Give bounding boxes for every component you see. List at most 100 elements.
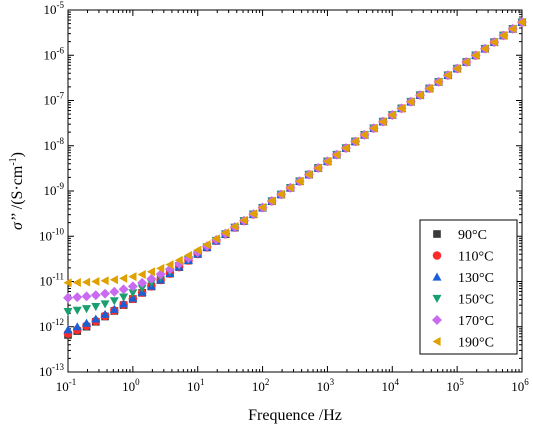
data-point (267, 196, 276, 206)
data-point (508, 24, 517, 34)
data-point (127, 281, 138, 292)
data-point (304, 170, 313, 180)
data-point (221, 228, 230, 238)
data-point (91, 277, 100, 287)
data-markers (63, 17, 527, 339)
axis-labels: 10-1 100 101 102 103 104 105 106 10-13 10-12 10-11… (8, 0, 529, 424)
data-point (183, 250, 193, 260)
data-point (424, 83, 433, 93)
legend: 90°C 110°C 130°C 150°C 170°C 190°C (419, 219, 518, 355)
y-tick-label: 10-7 (44, 91, 65, 108)
legend-label: 90°C (458, 228, 487, 243)
x-tick-label: 103 (317, 377, 335, 394)
legend-label: 130°C (458, 271, 494, 286)
x-tick-label: 101 (187, 377, 205, 394)
data-point (156, 263, 165, 273)
data-point (248, 209, 257, 219)
data-point (82, 277, 91, 287)
data-point (461, 57, 471, 67)
data-point (480, 44, 489, 54)
data-point (82, 305, 92, 314)
data-point (109, 286, 120, 297)
data-point (387, 110, 396, 120)
legend-marker (432, 294, 442, 303)
data-point (100, 288, 111, 299)
data-point (91, 314, 101, 323)
data-point (332, 150, 341, 160)
x-tick-label: 105 (446, 377, 464, 394)
data-point (137, 269, 146, 279)
data-point (313, 163, 322, 173)
data-point (350, 136, 359, 146)
legend-label: 110°C (458, 250, 493, 265)
y-tick-label: 10-11 (39, 272, 64, 289)
data-point (239, 215, 248, 225)
y-tick-label: 10-12 (39, 317, 64, 334)
data-point (285, 183, 294, 193)
data-point (193, 245, 202, 255)
data-point (165, 260, 174, 270)
data-point (118, 284, 129, 295)
data-point (63, 308, 73, 317)
x-tick-label: 106 (511, 377, 529, 394)
data-point (489, 37, 498, 47)
data-point (63, 292, 73, 303)
y-tick-label: 10-10 (39, 226, 64, 243)
y-tick-label: 10-8 (44, 136, 65, 153)
data-point (211, 234, 220, 244)
data-point (146, 273, 157, 284)
data-point (322, 156, 332, 166)
data-point (91, 303, 101, 312)
x-tick-label: 102 (252, 377, 270, 394)
data-point (359, 130, 369, 140)
data-point (63, 278, 72, 288)
data-point (498, 30, 508, 40)
y-tick-label: 10-9 (44, 181, 65, 198)
y-axis-title: σ’’ /(S·cm-1) (8, 152, 26, 230)
legend-marker (433, 230, 441, 238)
plot-area (67, 9, 523, 373)
data-point (146, 267, 155, 277)
legend-marker (432, 315, 442, 325)
data-point (452, 64, 461, 74)
y-tick-label: 10-13 (39, 362, 64, 379)
x-axis-title: Frequence /Hz (248, 407, 342, 424)
legend-label: 170°C (458, 314, 494, 329)
data-point (295, 176, 304, 186)
y-tick-label: 10-6 (44, 45, 65, 62)
data-point (415, 90, 424, 100)
data-point (202, 240, 211, 250)
data-point (128, 289, 138, 298)
data-point (378, 117, 387, 127)
data-point (471, 50, 480, 60)
data-point (72, 306, 82, 315)
data-point (72, 322, 82, 331)
x-tick-label: 10-1 (56, 377, 77, 394)
data-point (109, 297, 119, 306)
data-point (72, 292, 83, 303)
x-tick-label: 104 (382, 377, 400, 394)
legend-marker (432, 337, 441, 346)
data-point (119, 293, 129, 302)
data-point (341, 143, 350, 153)
data-point (90, 290, 101, 301)
data-point (82, 318, 92, 327)
y-tick-label: 10-5 (44, 0, 65, 17)
data-point (174, 255, 183, 265)
data-point (100, 309, 110, 318)
data-point (443, 70, 452, 80)
legend-marker (432, 272, 442, 281)
data-point (119, 299, 129, 308)
data-point (369, 123, 378, 133)
data-point (81, 291, 92, 302)
data-point (128, 272, 137, 282)
legend-box (419, 219, 518, 355)
data-point (137, 277, 148, 288)
data-point (276, 189, 285, 199)
data-point (137, 284, 147, 293)
data-point (406, 97, 415, 107)
data-point (100, 276, 109, 286)
data-point (164, 264, 175, 275)
series-5 (63, 17, 526, 288)
data-point (72, 278, 81, 288)
